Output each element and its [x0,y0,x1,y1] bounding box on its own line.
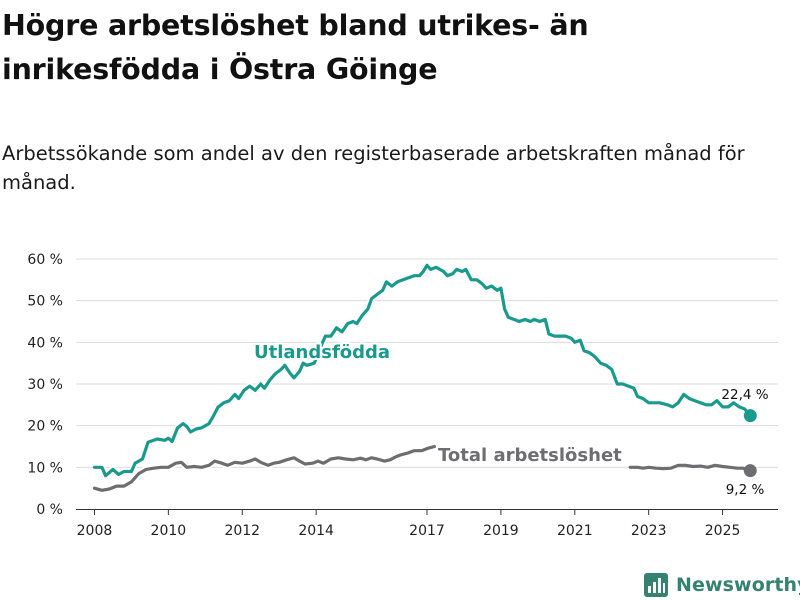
y-tick-label: 30 % [27,377,63,393]
series-lines [92,261,757,494]
y-tick-label: 40 % [27,335,63,351]
series-label-total: Total arbetslöshet [438,445,622,466]
y-tick-label: 20 % [27,419,63,435]
x-axis: 2008 2010 2012 2014 2017 2019 2021 2023 2025 [76,509,778,539]
series-line-total-late [628,463,752,473]
end-point-total [743,464,757,478]
x-tick-label: 2008 [77,523,113,539]
x-tick-label: 2017 [409,523,445,539]
series-line-utlandsfodda [92,263,752,478]
x-tick-label: 2014 [298,523,334,539]
x-tick-label: 2023 [631,523,667,539]
end-value-label-total: 9,2 % [726,482,765,498]
brand-name: Newsworthy [676,574,800,596]
grid-lines [76,258,778,468]
x-tick-label: 2025 [705,523,741,539]
y-tick-label: 10 % [27,460,63,476]
page-subtitle: Arbetssökande som andel av den registerb… [2,142,745,194]
page-title: Högre arbetslöshet bland utrikes- än inr… [2,9,589,86]
end-value-label-utlandsfodda: 22,4 % [721,387,768,403]
x-tick-label: 2010 [151,523,187,539]
y-tick-label: 0 % [36,502,63,518]
y-tick-label: 50 % [27,294,63,310]
y-axis-ticks: 0 % 10 % 20 % 30 % 40 % 50 % 60 % [27,252,63,518]
series-label-utlandsfodda: Utlandsfödda [254,342,390,363]
brand-logo: Newsworthy [644,570,800,600]
y-tick-label: 60 % [27,252,63,268]
x-tick-label: 2019 [483,523,519,539]
x-tick-label: 2021 [557,523,593,539]
series-labels: Utlandsfödda Total arbetslöshet 22,4 % 9… [252,340,769,498]
series-halo-utlandsfodda [94,261,753,480]
x-tick-label: 2012 [224,523,260,539]
end-point-utlandsfodda [743,409,757,423]
bar-chart-icon [644,573,668,597]
series-line-total [92,444,436,492]
